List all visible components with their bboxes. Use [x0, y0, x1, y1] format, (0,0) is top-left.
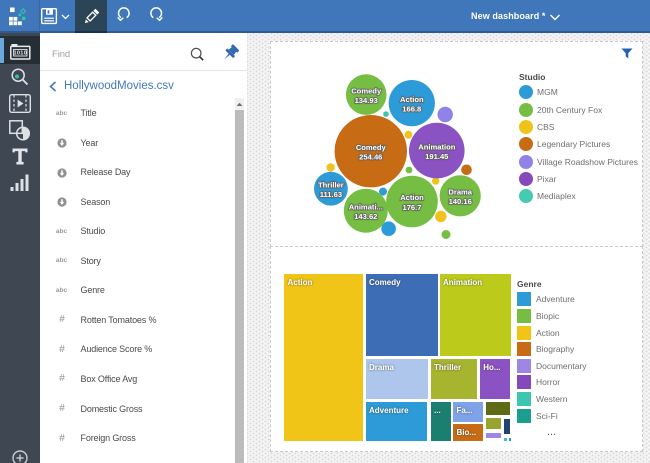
svg-text:254.46: 254.46: [359, 153, 382, 162]
svg-text:191.45: 191.45: [425, 152, 449, 161]
svg-text:Comedy: Comedy: [356, 143, 387, 152]
svg-text:166.8: 166.8: [402, 104, 421, 113]
svg-text:Comedy: Comedy: [351, 86, 382, 95]
svg-text:134.93: 134.93: [355, 96, 378, 105]
svg-text:1010: 1010: [13, 51, 27, 57]
svg-text:Animation: Animation: [418, 142, 455, 151]
svg-text:140.16: 140.16: [449, 197, 472, 206]
svg-text:143.62: 143.62: [354, 212, 377, 221]
svg-text:Thriller: Thriller: [318, 180, 344, 189]
svg-text:Animati...: Animati...: [349, 202, 383, 211]
svg-text:176.7: 176.7: [402, 203, 421, 212]
svg-text:111.63: 111.63: [320, 190, 342, 199]
svg-text:Action: Action: [400, 193, 424, 202]
svg-text:Drama: Drama: [448, 188, 472, 197]
svg-text:Action: Action: [400, 95, 424, 104]
